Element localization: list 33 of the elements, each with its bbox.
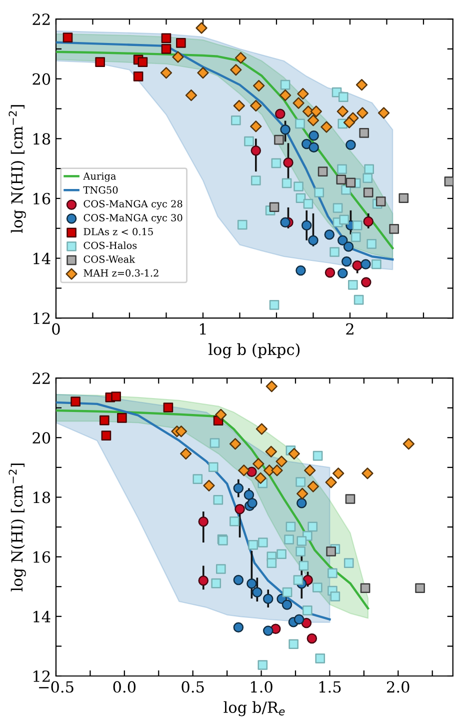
legend-label: MAH z=0.3-1.2 [84, 269, 158, 277]
legend-label: Auriga [83, 172, 116, 182]
y-tick-label: 12 [34, 312, 50, 324]
y-tick-label: 12 [34, 670, 50, 682]
x-axis-title: log b/R$_{e}$ [224, 701, 285, 716]
y-tick-label: 22 [32, 13, 50, 25]
y-axis-title: log N(HI) [cm$^{−2}$] [8, 105, 26, 233]
y-tick-label: 22 [32, 372, 50, 384]
x-tick-label: 0 [52, 323, 60, 335]
x-tick-label: 0.0 [113, 681, 136, 693]
y-tick-label: 14 [34, 252, 50, 264]
x-axis-title: log b (pkpc) [208, 343, 300, 358]
legend-label: COS-MaNGA cyc 28 [84, 200, 182, 210]
legend-label: COS-MaNGA cyc 30 [84, 214, 182, 224]
legend-label: DLAs z < 0.15 [84, 228, 153, 236]
y-tick-label: 18 [34, 492, 50, 504]
y-tick-label: 20 [32, 73, 50, 85]
x-tick-label: 2 [346, 323, 354, 335]
x-tick-label: 0.5 [182, 681, 204, 693]
x-tick-label: −0.5 [39, 681, 74, 693]
x-tick-label: 1.5 [319, 681, 341, 693]
x-tick-label: 2.0 [387, 681, 410, 693]
legend-label: COS-Weak [84, 255, 136, 263]
x-tick-label: 1.0 [250, 681, 272, 693]
legend-label: TNG50 [83, 186, 118, 194]
x-tick-label: 1 [200, 323, 206, 335]
y-tick-label: 14 [34, 610, 50, 622]
y-tick-label: 16 [34, 192, 50, 204]
y-axis-title: log N(HI) [cm$^{−2}$] [8, 464, 26, 592]
y-tick-label: 20 [32, 432, 50, 444]
y-tick-label: 18 [34, 133, 50, 145]
legend-label: COS-Halos [84, 242, 137, 250]
y-tick-label: 16 [34, 551, 50, 563]
